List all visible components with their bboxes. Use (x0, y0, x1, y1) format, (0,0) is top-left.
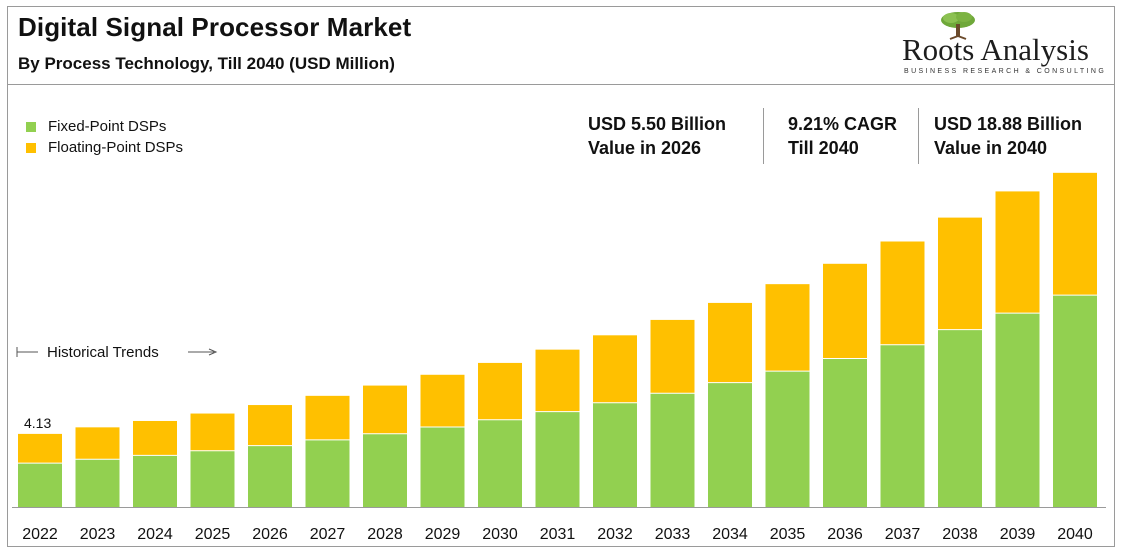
kpi-value-2040: USD 18.88 Billion Value in 2040 (934, 112, 1082, 160)
bar-floating-point-2032 (593, 335, 637, 403)
x-tick-label-2031: 2031 (540, 526, 576, 543)
kpi-value-2026-line2: Value in 2026 (588, 138, 702, 158)
bar-floating-point-2026 (248, 405, 292, 446)
chart-subtitle: By Process Technology, Till 2040 (USD Mi… (18, 54, 395, 73)
legend-item-floating: Floating-Point DSPs (26, 137, 183, 158)
bar-floating-point-2023 (75, 427, 120, 460)
legend-label-floating: Floating-Point DSPs (48, 139, 184, 156)
legend-swatch-fixed (26, 121, 36, 132)
x-tick-label-2029: 2029 (425, 526, 461, 543)
historical-trends-arrow-icon (208, 348, 218, 356)
bar-floating-point-2036 (823, 263, 867, 359)
kpi-value-2040-line2: Value in 2040 (934, 138, 1048, 158)
bar-floating-point-2039 (995, 191, 1040, 314)
x-tick-label-2024: 2024 (137, 526, 173, 543)
legend-label-fixed: Fixed-Point DSPs (48, 118, 167, 135)
x-tick-label-2037: 2037 (885, 526, 921, 543)
bar-fixed-point-2035 (765, 371, 810, 507)
bar-floating-point-2033 (650, 319, 695, 394)
kpi-cagr: 9.21% CAGR Till 2040 (788, 112, 897, 160)
bar-floating-point-2028 (363, 385, 407, 434)
bar-fixed-point-2029 (420, 426, 465, 507)
data-label-2022: 4.13 (24, 415, 51, 431)
x-tick-label-2026: 2026 (252, 526, 288, 543)
bar-fixed-point-2032 (593, 402, 637, 507)
bar-fixed-point-2031 (535, 411, 580, 507)
x-tick-label-2032: 2032 (597, 526, 633, 543)
bar-fixed-point-2024 (133, 455, 177, 507)
bar-fixed-point-2022 (18, 463, 62, 507)
legend-item-fixed: Fixed-Point DSPs (26, 116, 183, 137)
x-tick-label-2035: 2035 (770, 526, 806, 543)
chart-legend: Fixed-Point DSPs Floating-Point DSPs (26, 116, 183, 158)
kpi-value-2040-line1: USD 18.88 Billion (934, 114, 1083, 134)
company-logo: Roots Analysis BUSINESS RESEARCH & CONSU… (896, 10, 1106, 78)
x-tick-label-2027: 2027 (310, 526, 346, 543)
tree-logo-icon (941, 12, 975, 40)
bar-fixed-point-2033 (650, 393, 695, 507)
bar-fixed-point-2025 (190, 450, 235, 507)
bar-floating-point-2040 (1053, 172, 1097, 296)
bar-floating-point-2030 (478, 362, 522, 420)
bar-fixed-point-2039 (995, 313, 1040, 507)
kpi-value-2026: USD 5.50 Billion Value in 2026 (588, 112, 726, 160)
bar-fixed-point-2034 (708, 382, 752, 507)
x-tick-label-2038: 2038 (942, 526, 978, 543)
bar-floating-point-2024 (133, 420, 177, 456)
bar-fixed-point-2036 (823, 358, 867, 507)
kpi-value-2026-line1: USD 5.50 Billion (588, 114, 727, 134)
x-tick-label-2033: 2033 (655, 526, 691, 543)
kpi-divider (918, 108, 919, 164)
bar-floating-point-2037 (880, 241, 925, 345)
bar-fixed-point-2023 (75, 459, 120, 507)
x-tick-label-2039: 2039 (1000, 526, 1036, 543)
header-divider (7, 84, 1115, 85)
bar-fixed-point-2030 (478, 419, 522, 507)
kpi-cagr-line2: Till 2040 (788, 138, 859, 158)
bar-floating-point-2038 (938, 217, 982, 330)
bar-floating-point-2027 (305, 395, 350, 440)
kpi-divider (763, 108, 764, 164)
chart-title: Digital Signal Processor Market (18, 12, 412, 42)
bar-floating-point-2022 (18, 433, 62, 464)
bar-fixed-point-2027 (305, 439, 350, 507)
bar-floating-point-2029 (420, 374, 465, 427)
x-tick-label-2040: 2040 (1057, 526, 1093, 543)
bar-fixed-point-2037 (880, 344, 925, 507)
x-tick-label-2030: 2030 (482, 526, 518, 543)
x-tick-label-2023: 2023 (80, 526, 116, 543)
x-tick-label-2025: 2025 (195, 526, 231, 543)
logo-name: Roots Analysis (902, 32, 1089, 67)
logo-tagline: BUSINESS RESEARCH & CONSULTING (904, 68, 1107, 75)
bar-fixed-point-2028 (363, 433, 407, 507)
historical-trends-label: Historical Trends (47, 344, 159, 361)
kpi-cagr-line1: 9.21% CAGR (788, 114, 898, 134)
bar-floating-point-2025 (190, 413, 235, 451)
x-tick-label-2036: 2036 (827, 526, 863, 543)
bar-fixed-point-2040 (1053, 295, 1097, 507)
bar-floating-point-2035 (765, 284, 810, 372)
x-tick-label-2022: 2022 (22, 526, 58, 543)
legend-swatch-floating (26, 142, 36, 153)
x-tick-label-2034: 2034 (712, 526, 748, 543)
bar-floating-point-2031 (535, 349, 580, 412)
x-tick-label-2028: 2028 (367, 526, 403, 543)
bar-fixed-point-2026 (248, 445, 292, 507)
bar-fixed-point-2038 (938, 329, 982, 507)
bar-floating-point-2034 (708, 302, 752, 383)
